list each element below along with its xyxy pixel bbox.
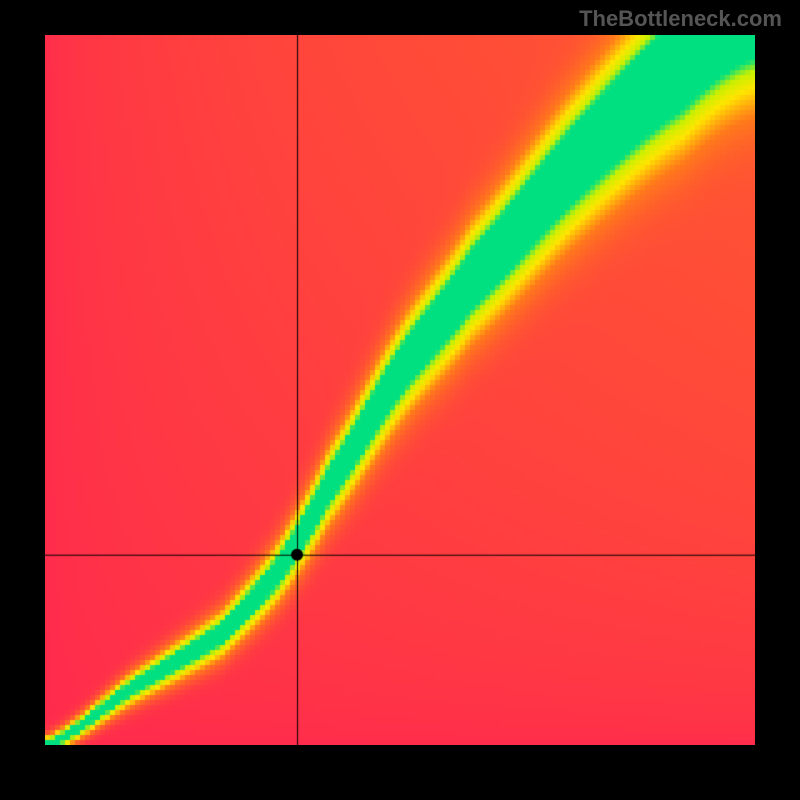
heatmap-canvas <box>45 35 755 745</box>
watermark-text: TheBottleneck.com <box>579 6 782 32</box>
chart-container: TheBottleneck.com <box>0 0 800 800</box>
